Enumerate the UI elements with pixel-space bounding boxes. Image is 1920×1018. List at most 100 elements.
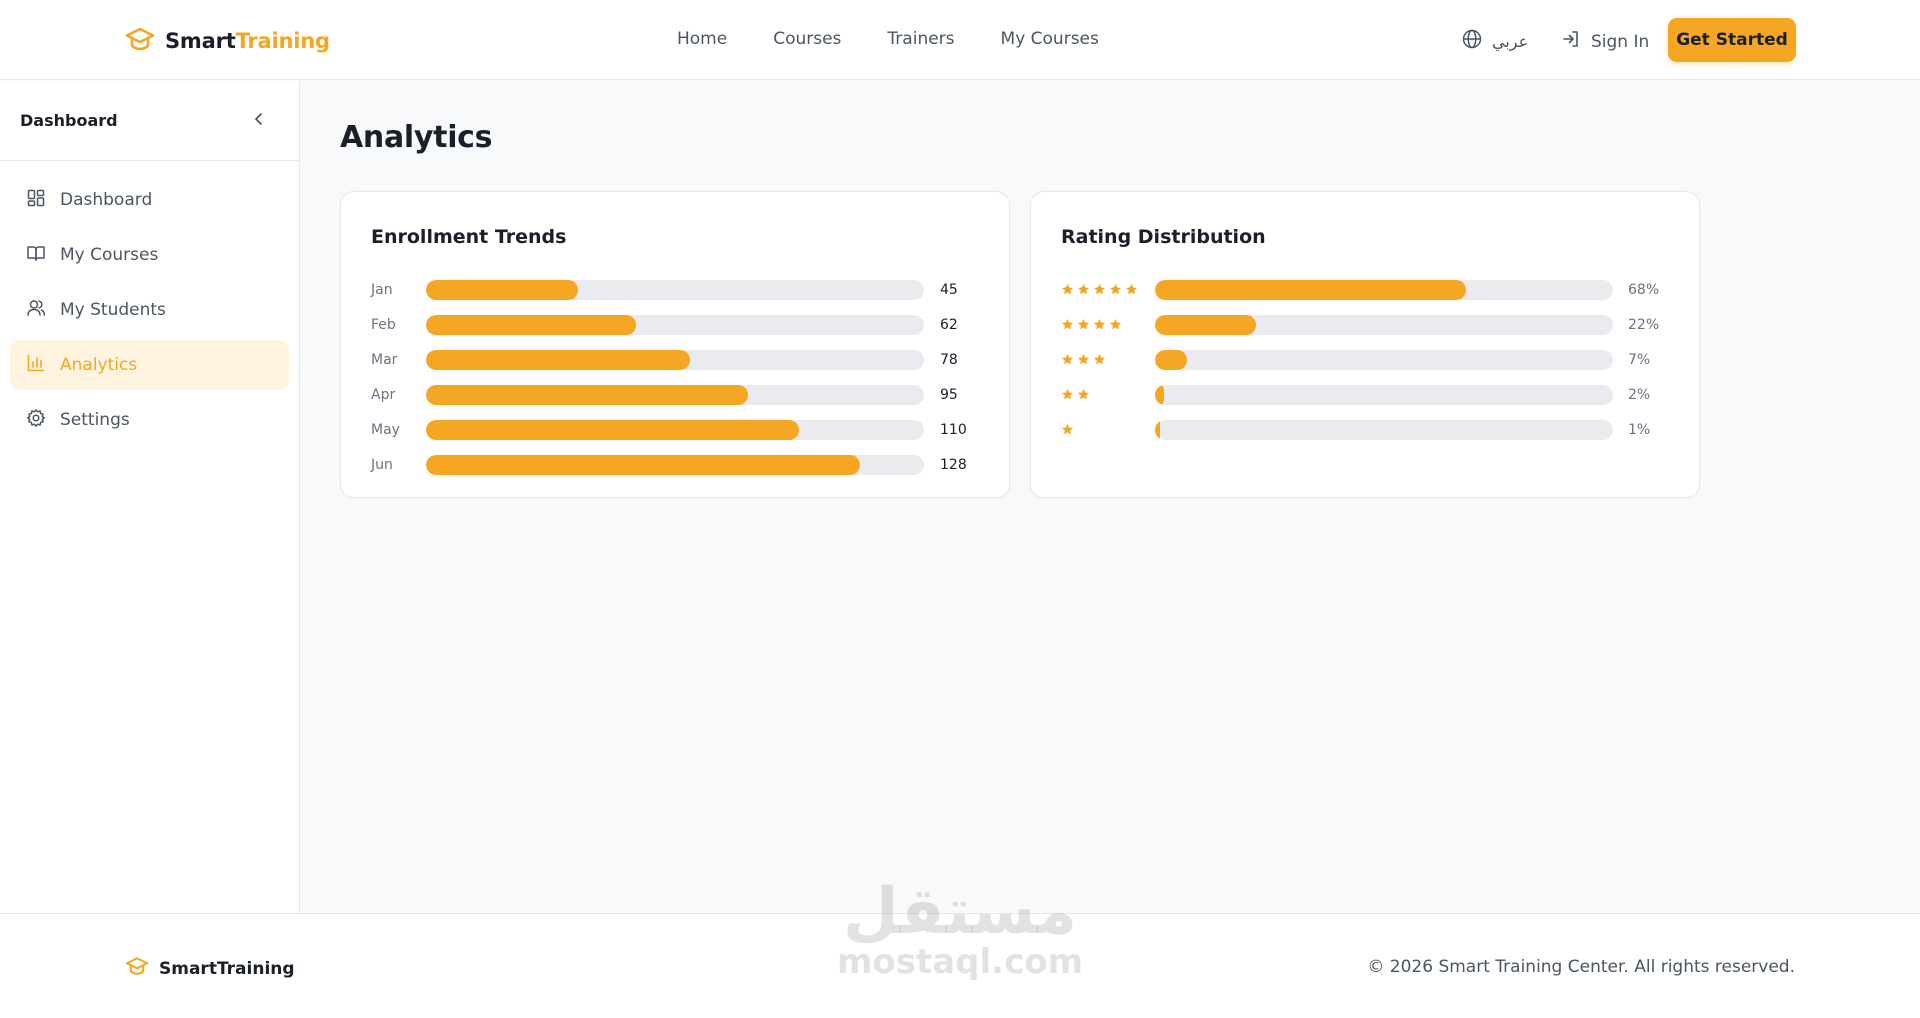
enrollment-bar-chart: Jan 45 Feb 62 Mar 78 Apr 95 May 110 Jun 128 [371,272,981,482]
bar-row: Mar 78 [371,342,981,377]
language-label: عربي [1492,31,1529,51]
rating-bar-chart: 68% 22% 7% 2% 1% [1061,272,1671,447]
nav-courses[interactable]: Courses [773,29,842,49]
page-title: Analytics [340,120,493,155]
collapse-chevron-left-icon[interactable] [251,111,267,131]
book-icon [26,243,46,268]
bar-fill [1155,384,1165,405]
star-icon [1093,353,1106,365]
star-icon [1077,283,1090,295]
watermark-url: mostaql.com [836,942,1084,982]
gear-icon [26,408,46,433]
bar-fill [426,314,637,335]
bar-track [1155,279,1613,300]
brand-logo[interactable]: SmartTraining [125,26,330,56]
bar-row: May 110 [371,412,981,447]
bar-category-label: Apr [371,386,396,403]
sidebar-item-settings[interactable]: Settings [10,395,289,445]
sidebar-item-label: My Courses [60,245,159,265]
main-nav: Home Courses Trainers My Courses [677,29,1099,49]
bar-chart-icon [26,353,46,378]
bar-value-label: 22% [1628,316,1660,333]
bar-row: 7% [1061,342,1671,377]
sidebar-item-label: Analytics [60,355,138,375]
bar-fill [426,279,579,300]
watermark: مستقل mostaql.com [830,880,1090,981]
watermark-arabic: مستقل [842,875,1078,949]
card-title: Enrollment Trends [371,226,567,248]
bar-row: 22% [1061,307,1671,342]
sign-in-button[interactable]: Sign In [1561,29,1649,54]
sidebar-item-label: My Students [60,300,166,320]
star-rating-label [1061,283,1155,296]
bar-track [426,454,924,475]
bar-fill [426,349,691,370]
sidebar-item-my-courses[interactable]: My Courses [10,230,289,280]
sidebar-item-dashboard[interactable]: Dashboard [10,175,289,225]
bar-track [1155,419,1613,440]
bar-category-label: Jan [371,281,393,298]
bar-fill [426,454,860,475]
sidebar-item-label: Settings [60,410,130,430]
sidebar-item-analytics[interactable]: Analytics [10,340,289,390]
users-icon [26,298,46,323]
bar-value-label: 95 [940,386,958,403]
bar-row: 1% [1061,412,1671,447]
bar-value-label: 110 [940,421,967,438]
footer-brand[interactable]: SmartTraining [125,956,295,981]
bar-row: Jun 128 [371,447,981,482]
nav-trainers[interactable]: Trainers [887,29,955,49]
bar-track [426,279,924,300]
star-rating-label [1061,318,1155,331]
nav-home[interactable]: Home [677,29,728,49]
star-icon [1061,388,1074,400]
top-navbar: SmartTraining Home Courses Trainers My C… [0,0,1920,80]
graduation-cap-icon [125,956,149,981]
star-icon [1077,318,1090,330]
dashboard-grid-icon [26,188,46,213]
star-icon [1061,283,1074,295]
sign-in-label: Sign In [1591,31,1650,52]
bar-fill [1155,419,1160,440]
language-switcher[interactable]: عربي [1462,29,1528,53]
bar-track [426,419,924,440]
sidebar-title: Dashboard [20,111,118,130]
bar-category-label: Feb [371,316,396,333]
star-icon [1093,283,1106,295]
star-icon [1061,423,1074,435]
bar-track [1155,349,1613,370]
bar-value-label: 78 [940,351,958,368]
footer-brand-name: SmartTraining [159,958,295,979]
bar-track [426,349,924,370]
bar-value-label: 7% [1628,351,1651,368]
bar-value-label: 68% [1628,281,1660,298]
star-icon [1061,353,1074,365]
footer: SmartTraining © 2026 Smart Training Cent… [0,913,1920,1018]
bar-value-label: 2% [1628,386,1651,403]
enrollment-trends-card: Enrollment Trends Jan 45 Feb 62 Mar 78 Apr 95 Ma… [340,191,1010,498]
star-icon [1061,318,1074,330]
bar-track [426,384,924,405]
copyright-text: © 2026 Smart Training Center. All rights… [1367,957,1795,977]
bar-category-label: Jun [371,456,393,473]
bar-track [1155,384,1613,405]
bar-fill [426,419,799,440]
sidebar-menu: Dashboard My Courses My Students [0,161,299,464]
bar-row: 68% [1061,272,1671,307]
star-rating-label [1061,388,1155,401]
sidebar-item-my-students[interactable]: My Students [10,285,289,335]
star-icon [1077,353,1090,365]
sidebar: Dashboard Dashboard [0,81,300,913]
card-title: Rating Distribution [1061,226,1266,248]
bar-row: Apr 95 [371,377,981,412]
bar-value-label: 45 [940,281,958,298]
star-icon [1125,283,1138,295]
bar-value-label: 128 [940,456,967,473]
log-in-icon [1561,29,1581,54]
sidebar-item-label: Dashboard [60,190,153,210]
star-icon [1093,318,1106,330]
nav-my-courses[interactable]: My Courses [1000,29,1099,49]
get-started-button[interactable]: Get Started [1668,18,1796,62]
bar-fill [1155,349,1188,370]
star-icon [1109,283,1122,295]
